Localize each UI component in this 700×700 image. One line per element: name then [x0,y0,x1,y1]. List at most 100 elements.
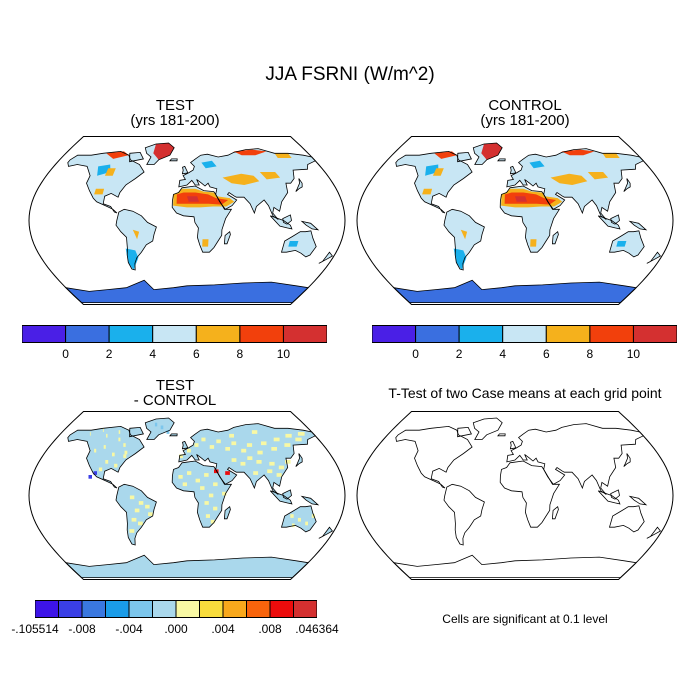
colorbar-label: -.004 [115,622,143,636]
diff-cell-positive [210,519,215,524]
diff-cell-positive [201,437,206,442]
colorbar-label: 4 [149,347,157,361]
land-madagascar [552,231,559,244]
bin-6-8-mongolia [587,172,609,180]
land-iceland [497,158,506,161]
diff-cell-positive [305,521,308,526]
diff-cell-positive [187,448,191,453]
coastline-nz [646,526,661,539]
diff-cell-positive [179,454,183,459]
map-border [28,136,346,305]
bin-8-10-arctic-canada [106,151,129,159]
map-ttest [356,411,674,580]
diff-cell-positive [103,445,106,449]
diff-cell-positive [94,448,97,453]
map-ocean [357,411,673,580]
bin-6-8-brazil [460,229,468,240]
coastline-samerica [443,483,485,546]
diff-cell-positive [129,529,135,533]
coastline-greenland [144,417,175,440]
bin-6-8-kalahari [202,239,209,247]
map-border [356,136,674,305]
panel-title-test: TEST (yrs 181-200) [0,98,350,128]
diff-cell-positive [187,471,192,475]
bin-2-4-australia [288,241,299,247]
colorbar-labels: 0 2 4 6 8 10 [22,347,327,363]
coastline-indonesia [270,490,293,505]
coastline-namerica [395,150,473,214]
panel-title-line1: TEST [155,97,195,114]
colorbar-control: 0 2 4 6 8 10 [372,325,677,365]
colorbar-label: 10 [276,347,291,361]
coastline-baffin [129,151,144,163]
diff-cell-positive [269,461,275,466]
coastline-greenland [144,142,175,165]
bin-2-4-scandinavia [201,160,217,169]
coastline-iceland [497,158,506,162]
bin-6-8-central-asia [550,173,588,185]
diff-cell-positive [118,430,121,434]
coastline-newguinea [628,495,648,506]
colorbar-label: -.008 [68,622,96,636]
colorbar-label: 6 [192,347,200,361]
coastline-newguinea [300,220,320,231]
colorbar-swatch [239,325,284,343]
diff-cell-positive [225,447,230,451]
colorbar-labels: 0 2 4 6 8 10 [372,347,677,363]
diff-cell-positive [106,433,108,438]
colorbar-swatch [502,325,547,343]
bin-6-8-east-siberia [602,153,620,158]
diff-cell-positive [285,460,291,464]
coastline-madagascar [223,230,231,245]
coastline-indonesia [598,490,621,505]
coastline-iceland [169,433,178,437]
diff-cell-positive [231,458,237,462]
coastline-borneo [282,214,292,225]
diff-cell-positive [178,475,183,479]
diff-cell-negative [154,422,158,427]
diff-cell-negative [166,430,170,434]
diff-cell-positive [138,501,144,505]
land-namerica [395,151,473,213]
land-indonesia [270,490,292,504]
panel-title-line2: (yrs 181-200) [130,112,220,129]
coastline-madagascar [551,230,559,245]
diff-cell-positive [105,460,109,464]
bin-gt10-greenland [481,143,503,160]
colorbar-label: 2 [105,347,113,361]
coastline-australia [280,230,317,258]
land-samerica [116,209,157,270]
colorbar-swatches [22,325,327,343]
coastline-samerica [115,208,157,271]
coastline-indonesia [270,215,293,230]
colorbar-swatch [222,600,247,618]
bin-0-2-antarctica [393,280,637,303]
panel-title-line1: T-Test of two Case means at each grid po… [388,385,662,401]
colorbar-label: -.105514 [11,622,59,636]
diff-cell-positive [267,469,273,474]
coastline-japan [295,453,303,467]
significance-note: Cells are significant at 0.1 level [442,612,608,626]
panel-title-diff: TEST - CONTROL [0,378,350,408]
coastline-japan [623,453,631,467]
diff-cell-positive [253,471,259,475]
diff-cell-positive [131,517,137,522]
map-control [356,136,674,305]
bin-6-8-prairies [432,168,444,176]
bin-6-8-mexico [94,188,105,195]
coastline-japan [295,178,303,192]
colorbar-label: 4 [499,347,507,361]
coastline-japan [623,178,631,192]
colorbar-swatch [632,325,677,343]
bin-0-2-antarctica [65,280,309,303]
land-newguinea [630,221,646,230]
colorbar-label: 8 [236,347,244,361]
diff-cell-positive [129,495,135,500]
coastline-australia [608,505,645,533]
colorbar-label: 6 [542,347,550,361]
diff-cell-positive [213,506,218,511]
coastline-namerica [395,425,473,489]
diff-cell-positive [295,437,302,442]
diff-cell-positive [297,517,301,522]
coastline-africa [499,185,561,253]
